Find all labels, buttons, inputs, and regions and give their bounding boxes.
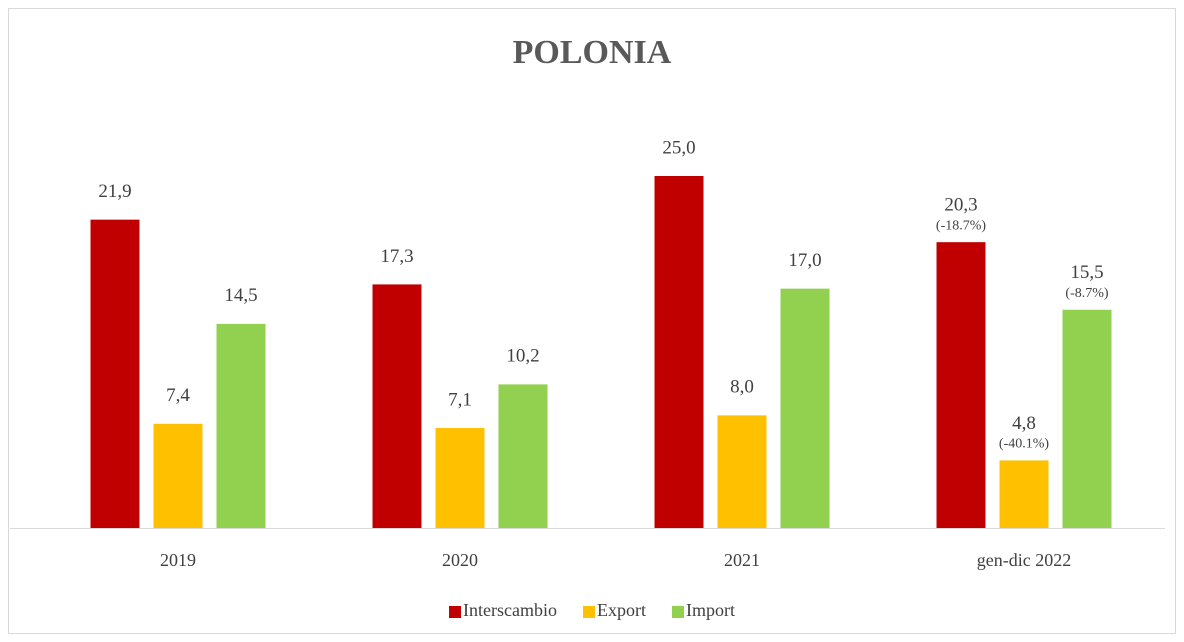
legend-label: Interscambio — [463, 600, 557, 620]
data-label: 8,0 — [730, 377, 754, 398]
data-note: (-40.1%) — [999, 437, 1049, 452]
legend-swatch — [449, 606, 462, 618]
legend-swatch — [582, 606, 595, 618]
data-label: 10,2 — [506, 346, 539, 367]
data-note: (-8.7%) — [1065, 286, 1108, 301]
data-label: 20,3 — [944, 195, 977, 216]
legend-swatch — [671, 606, 684, 618]
x-tick-label: gen-dic 2022 — [977, 550, 1071, 570]
legend-label: Import — [686, 600, 735, 620]
data-label: 4,8 — [1012, 413, 1036, 434]
data-label: 21,9 — [98, 181, 131, 202]
data-note: (-18.7%) — [936, 218, 986, 233]
bar — [498, 384, 548, 528]
bar — [780, 288, 830, 528]
data-label: 17,3 — [380, 246, 413, 267]
chart-title: POLONIA — [513, 34, 672, 71]
bar — [717, 415, 767, 528]
bar — [153, 423, 203, 528]
data-label: 17,0 — [788, 250, 821, 271]
x-tick-label: 2019 — [160, 550, 196, 570]
bar — [654, 176, 704, 528]
bar — [90, 219, 140, 528]
data-label: 15,5 — [1070, 262, 1103, 283]
bar — [372, 284, 422, 528]
bar — [1062, 309, 1112, 528]
data-label: 7,4 — [166, 385, 190, 406]
bar — [216, 323, 266, 528]
bar — [936, 242, 986, 528]
x-tick-label: 2020 — [442, 550, 478, 570]
chart-border — [8, 8, 1176, 634]
data-label: 7,1 — [448, 389, 472, 410]
legend-label: Export — [597, 600, 646, 620]
data-label: 14,5 — [224, 285, 257, 306]
x-tick-label: 2021 — [724, 550, 760, 570]
data-label: 25,0 — [662, 137, 695, 158]
bar — [999, 460, 1049, 528]
bar — [435, 428, 485, 528]
